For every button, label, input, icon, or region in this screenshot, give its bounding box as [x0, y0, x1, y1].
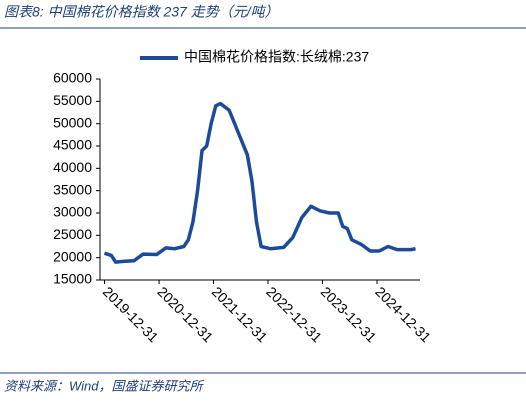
y-tick-label: 35000 [53, 181, 92, 197]
y-tick-label: 40000 [53, 159, 92, 175]
legend-label: 中国棉花价格指数:长绒棉:237 [184, 49, 369, 65]
x-tick-label: 2023-12-31 [318, 283, 380, 345]
x-tick-label: 2019-12-31 [100, 283, 162, 345]
x-tick-label: 2024-12-31 [372, 283, 434, 345]
chart-title: 图表8: 中国棉花价格指数 237 走势（元/吨） [4, 4, 279, 20]
y-tick-label: 25000 [53, 226, 92, 242]
y-tick-label: 60000 [53, 70, 92, 86]
x-tick-label: 2021-12-31 [209, 283, 271, 345]
x-tick-label: 2020-12-31 [154, 283, 216, 345]
y-tick-label: 20000 [53, 248, 92, 264]
y-tick-label: 55000 [53, 92, 92, 108]
source: 资料来源：Wind，国盛证券研究所 [4, 378, 205, 393]
y-tick-label: 45000 [53, 137, 92, 153]
y-tick-label: 50000 [53, 114, 92, 130]
series-line [103, 101, 416, 264]
y-tick-label: 30000 [53, 204, 92, 220]
y-tick-label: 15000 [53, 271, 92, 287]
x-tick-label: 2022-12-31 [263, 283, 325, 345]
